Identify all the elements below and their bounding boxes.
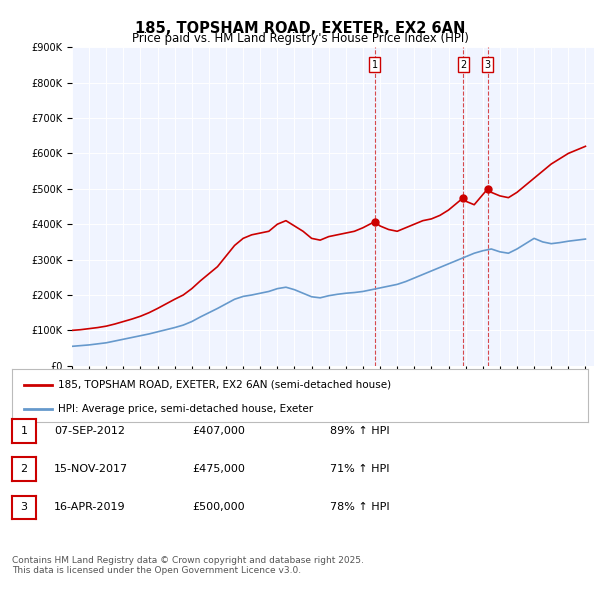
Text: HPI: Average price, semi-detached house, Exeter: HPI: Average price, semi-detached house,… [58,404,313,414]
Text: 16-APR-2019: 16-APR-2019 [54,503,125,512]
Text: 2: 2 [460,60,467,70]
Text: 1: 1 [371,60,377,70]
Text: 1: 1 [20,426,28,435]
Text: £407,000: £407,000 [192,426,245,435]
Text: £500,000: £500,000 [192,503,245,512]
Text: 07-SEP-2012: 07-SEP-2012 [54,426,125,435]
Text: Contains HM Land Registry data © Crown copyright and database right 2025.
This d: Contains HM Land Registry data © Crown c… [12,556,364,575]
Text: 2: 2 [20,464,28,474]
Text: 3: 3 [20,503,28,512]
Text: 15-NOV-2017: 15-NOV-2017 [54,464,128,474]
Text: £475,000: £475,000 [192,464,245,474]
Text: Price paid vs. HM Land Registry's House Price Index (HPI): Price paid vs. HM Land Registry's House … [131,32,469,45]
Text: 185, TOPSHAM ROAD, EXETER, EX2 6AN: 185, TOPSHAM ROAD, EXETER, EX2 6AN [135,21,465,35]
Text: 185, TOPSHAM ROAD, EXETER, EX2 6AN (semi-detached house): 185, TOPSHAM ROAD, EXETER, EX2 6AN (semi… [58,380,391,389]
Text: 71% ↑ HPI: 71% ↑ HPI [330,464,389,474]
Text: 89% ↑ HPI: 89% ↑ HPI [330,426,389,435]
Text: 3: 3 [485,60,491,70]
Text: 78% ↑ HPI: 78% ↑ HPI [330,503,389,512]
